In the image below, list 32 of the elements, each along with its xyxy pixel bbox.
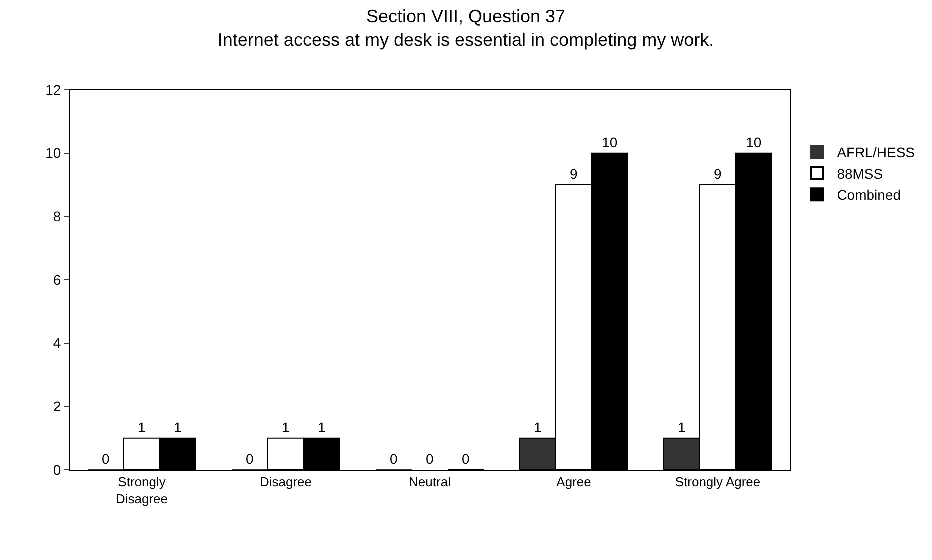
legend-label: Combined xyxy=(837,187,902,204)
y-tick-label: 2 xyxy=(53,398,62,415)
y-tick-label: 4 xyxy=(53,335,62,352)
data-label: 10 xyxy=(602,134,618,150)
y-tick-label: 8 xyxy=(53,208,62,225)
data-label: 0 xyxy=(426,451,434,467)
data-label: 9 xyxy=(570,166,578,182)
data-label: 10 xyxy=(746,134,762,150)
data-label: 1 xyxy=(318,419,326,436)
x-tick-label: Strongly Agree xyxy=(675,474,761,490)
x-tick-label: Neutral xyxy=(409,474,452,490)
y-tick-label: 0 xyxy=(53,462,62,478)
data-label: 1 xyxy=(282,419,290,436)
data-label: 0 xyxy=(462,451,470,467)
y-tick-label: 6 xyxy=(53,272,62,288)
chart-title: Section VIII, Question 37 xyxy=(366,6,566,26)
legend-label: AFRL/HESS xyxy=(837,144,916,161)
x-tick-label: Disagree xyxy=(260,474,312,490)
chart-subtitle: Internet access at my desk is essential in completing my work. xyxy=(218,30,714,50)
data-label: 1 xyxy=(678,419,686,436)
data-label: 1 xyxy=(138,419,146,436)
legend-label: 88MSS xyxy=(837,166,884,182)
y-tick-label: 10 xyxy=(46,145,62,162)
x-tick-label: Agree xyxy=(556,474,592,490)
data-label: 0 xyxy=(390,451,398,467)
data-label: 1 xyxy=(174,419,182,436)
data-label: 1 xyxy=(534,419,542,436)
data-label: 0 xyxy=(246,451,254,467)
y-tick-label: 12 xyxy=(46,82,62,98)
x-tick-label: Strongly Disagree xyxy=(116,474,168,506)
data-label: 0 xyxy=(102,451,110,467)
data-label: 9 xyxy=(714,166,722,182)
